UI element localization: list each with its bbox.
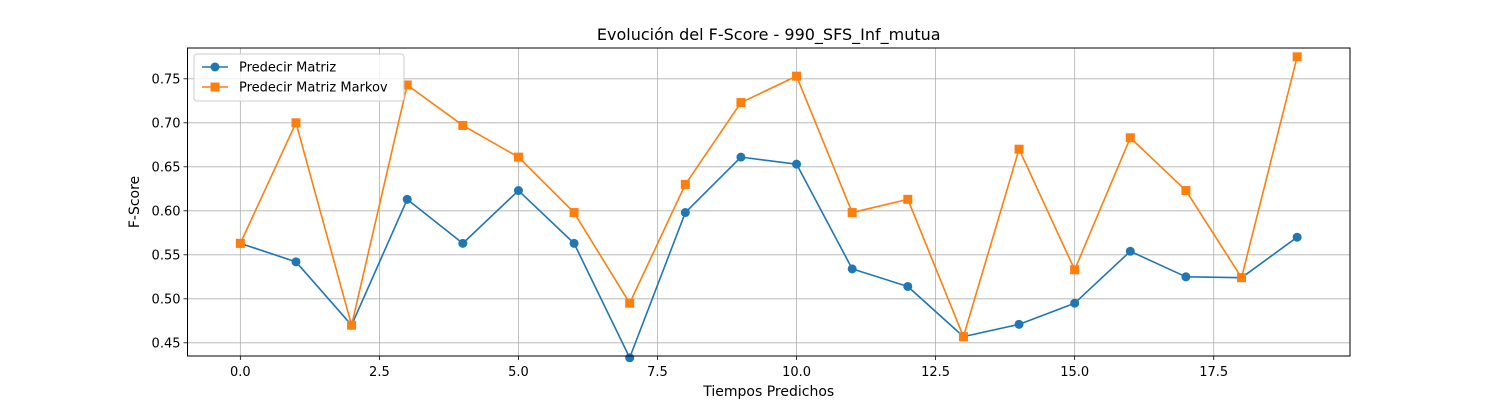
data-point — [1292, 232, 1302, 242]
legend-box — [193, 53, 405, 102]
grid — [187, 48, 1350, 356]
x-tick-label: 10.0 — [782, 365, 811, 380]
data-point — [736, 152, 746, 162]
legend-label: Predecir Matriz Markov — [239, 81, 388, 96]
data-point — [903, 281, 913, 291]
legend-item: Predecir Matriz — [202, 61, 336, 76]
data-point — [1014, 144, 1024, 154]
data-point — [569, 208, 579, 218]
data-point — [458, 120, 468, 130]
y-tick-label: 0.65 — [152, 160, 181, 175]
y-tick-label: 0.45 — [152, 336, 181, 351]
data-point — [903, 194, 913, 204]
series-2 — [235, 52, 1302, 342]
series-line — [240, 156, 1298, 359]
x-tick-label: 15.0 — [1060, 365, 1089, 380]
data-point — [625, 298, 635, 308]
chart-title: Evolución del F-Score - 990_SFS_Inf_mutu… — [597, 25, 941, 45]
x-tick-label: 5.0 — [508, 365, 529, 380]
y-axis-label: F-Score — [127, 176, 143, 228]
data-point — [792, 71, 802, 81]
series-line — [239, 56, 1298, 338]
legend: Predecir Matriz Predecir Matriz Markov — [193, 53, 405, 102]
data-point — [569, 238, 579, 248]
legend-marker — [210, 62, 220, 72]
y-tick-label: 0.70 — [152, 116, 181, 131]
data-point — [291, 118, 301, 128]
data-point — [847, 208, 857, 218]
data-point — [1070, 265, 1080, 275]
data-point — [513, 186, 523, 196]
y-tick-label: 0.50 — [152, 292, 181, 307]
y-tick-label: 0.75 — [152, 72, 181, 87]
y-tick-label: 0.55 — [152, 248, 181, 263]
data-point — [291, 257, 301, 267]
ticks: 0.0 2.5 5.0 7.5 10.0 12.5 15.0 17.5 0.45 0.50 0.55… — [152, 72, 1229, 380]
legend-label: Predecir Matriz — [239, 61, 336, 76]
data-point — [958, 332, 968, 342]
x-tick-label: 2.5 — [369, 365, 390, 380]
series-layer — [235, 52, 1302, 363]
series-1 — [235, 152, 1302, 363]
data-point — [1237, 273, 1247, 283]
data-point — [680, 179, 690, 189]
data-point — [402, 80, 412, 90]
data-point — [736, 98, 746, 108]
data-point — [1070, 298, 1080, 308]
x-axis-label: Tiempos Predichos — [702, 384, 834, 400]
data-point — [1292, 52, 1302, 62]
data-point — [347, 320, 357, 330]
x-tick-label: 0.0 — [230, 365, 251, 380]
data-point — [792, 159, 802, 169]
y-tick-label: 0.60 — [152, 204, 181, 219]
x-tick-label: 7.5 — [647, 365, 668, 380]
legend-marker — [210, 82, 220, 92]
data-point — [1125, 133, 1135, 143]
data-point — [402, 194, 412, 204]
x-tick-label: 12.5 — [921, 365, 950, 380]
data-point — [235, 238, 245, 248]
legend-item: Predecir Matriz Markov — [202, 81, 388, 96]
data-point — [513, 152, 523, 162]
data-point — [847, 264, 857, 274]
data-point — [625, 353, 635, 363]
x-tick-label: 17.5 — [1199, 365, 1228, 380]
data-point — [1181, 272, 1191, 282]
data-point — [1014, 319, 1024, 329]
data-point — [1125, 246, 1135, 256]
plot-frame — [187, 47, 1351, 357]
data-point — [680, 208, 690, 218]
data-point — [1181, 186, 1191, 196]
data-point — [458, 238, 468, 248]
